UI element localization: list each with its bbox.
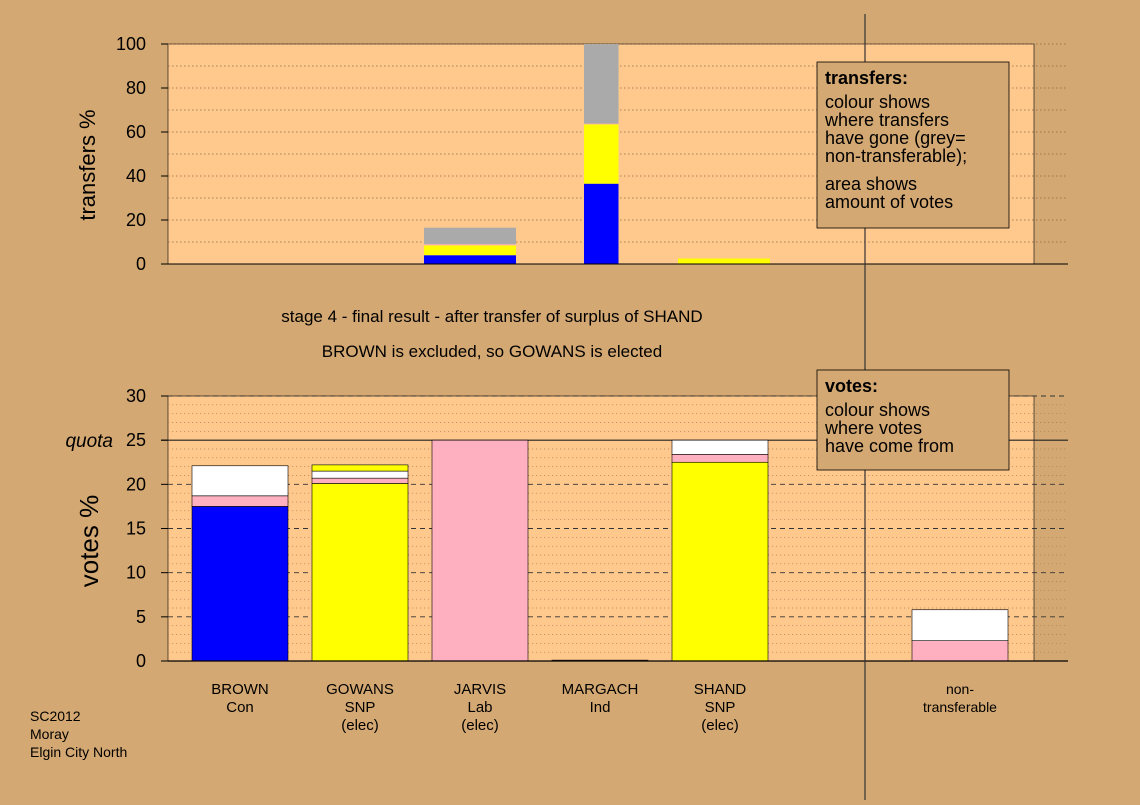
votes-y-tick-label: 30 — [126, 386, 146, 406]
votes-bar-segment — [191, 495, 289, 507]
votes-legend-line: colour shows — [825, 400, 930, 420]
candidate-label: MARGACH — [562, 681, 639, 698]
transfers-legend-line: non-transferable); — [825, 146, 967, 166]
votes-y-tick-label: 0 — [136, 651, 146, 671]
transfers-bar-segment — [584, 44, 619, 124]
candidate-label: Ind — [590, 699, 611, 716]
votes-bar-segment — [671, 453, 769, 463]
transfers-y-tick-label: 0 — [136, 254, 146, 274]
votes-bar-segment — [671, 439, 769, 455]
votes-bar-segment — [191, 506, 289, 662]
votes-y-tick-label: 15 — [126, 519, 146, 539]
transfers-y-axis-label: transfers % — [75, 109, 100, 220]
candidate-label: SHAND — [694, 681, 747, 698]
transfers-bar-segment — [424, 245, 516, 256]
votes-legend-line: where votes — [824, 418, 922, 438]
transfers-legend-box — [816, 61, 1010, 229]
transfers-bar-segment — [678, 258, 770, 264]
transfers-legend-line: area shows — [825, 174, 917, 194]
candidate-label: JARVIS — [454, 681, 506, 698]
votes-bar-segment — [911, 640, 1009, 662]
candidate-label: SNP — [345, 699, 376, 716]
candidate-label: (elec) — [461, 717, 499, 734]
footer-line: SC2012 — [30, 708, 81, 724]
transfers-y-tick-label: 20 — [126, 210, 146, 230]
stage-caption: stage 4 - final result - after transfer … — [281, 307, 702, 326]
votes-legend-title: votes: — [825, 376, 878, 396]
transfers-legend-line: colour shows — [825, 92, 930, 112]
candidate-label: BROWN — [211, 681, 269, 698]
transfers-legend-line: amount of votes — [825, 192, 953, 212]
candidate-label: Con — [226, 699, 254, 716]
votes-y-tick-label: 5 — [136, 607, 146, 627]
quota-label: quota — [65, 431, 113, 452]
transfers-bar-segment — [424, 255, 516, 264]
candidate-label: (elec) — [341, 717, 379, 734]
result-caption: BROWN is excluded, so GOWANS is elected — [322, 342, 662, 361]
transfers-bar-segment — [584, 123, 619, 125]
votes-bar-segment — [311, 483, 409, 662]
votes-y-tick-label: 10 — [126, 563, 146, 583]
candidate-label: SNP — [705, 699, 736, 716]
transfers-bar-segment — [424, 227, 516, 245]
votes-bar-segment — [191, 465, 289, 497]
votes-legend-line: have come from — [825, 436, 954, 456]
votes-legend-box — [816, 369, 1010, 471]
candidate-label: transferable — [923, 699, 997, 715]
votes-bar-segment — [671, 461, 769, 662]
votes-y-tick-label: 25 — [126, 430, 146, 450]
transfers-y-tick-label: 80 — [126, 78, 146, 98]
votes-bar-segment — [311, 464, 409, 472]
candidate-label: GOWANS — [326, 681, 394, 698]
votes-bar-segment — [311, 470, 409, 479]
candidate-label: (elec) — [701, 717, 739, 734]
transfers-legend-title: transfers: — [825, 68, 908, 88]
transfers-legend-line: where transfers — [824, 110, 949, 130]
candidate-label: Lab — [467, 699, 492, 716]
transfers-legend-line: have gone (grey= — [825, 128, 966, 148]
candidate-label: non- — [946, 681, 974, 697]
votes-bar-segment — [431, 439, 529, 662]
votes-bar-segment — [311, 477, 409, 484]
transfers-bar-segment — [424, 244, 516, 246]
votes-y-axis-label: votes % — [74, 495, 104, 588]
footer-line: Moray — [30, 726, 69, 742]
votes-bar-segment — [911, 609, 1009, 641]
transfers-y-tick-label: 40 — [126, 166, 146, 186]
votes-y-tick-label: 20 — [126, 474, 146, 494]
transfers-y-tick-label: 60 — [126, 122, 146, 142]
transfers-bar-segment — [584, 183, 619, 264]
transfers-y-tick-label: 100 — [116, 34, 146, 54]
transfers-bar-segment — [584, 124, 619, 184]
footer-line: Elgin City North — [30, 744, 127, 760]
